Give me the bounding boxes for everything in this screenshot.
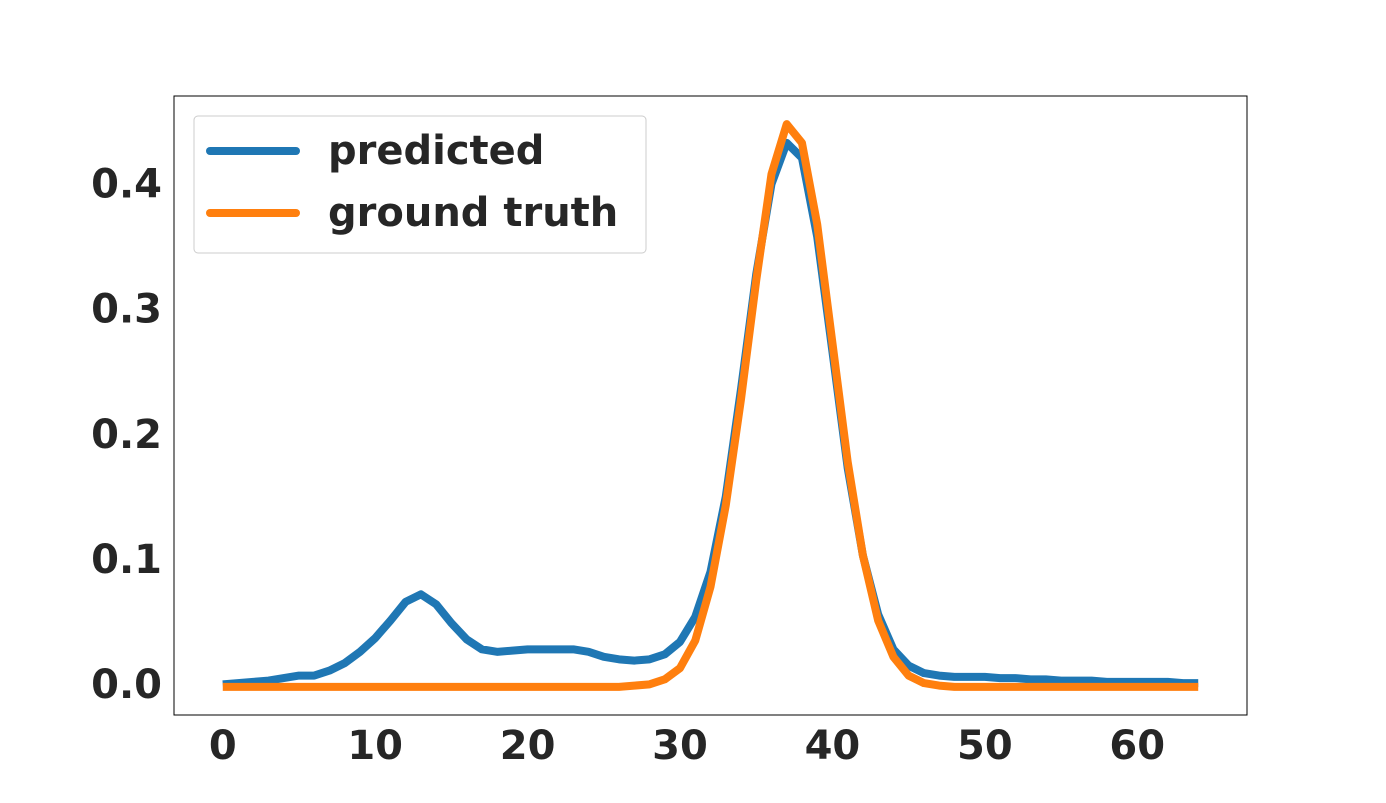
line-series [222, 120, 1199, 691]
x-tick-label: 30 [652, 723, 708, 769]
y-tick-label: 0.1 [91, 537, 162, 583]
x-tick-label: 20 [500, 723, 556, 769]
x-tick-label: 40 [805, 723, 861, 769]
legend-box [193, 115, 647, 254]
y-tick-label: 0.3 [91, 287, 162, 333]
y-tick-label: 0.0 [91, 662, 162, 708]
legend-label: predicted [328, 128, 544, 174]
x-tick-label: 50 [957, 723, 1013, 769]
y-tick-label: 0.2 [91, 412, 162, 458]
x-tick-label: 10 [347, 723, 403, 769]
legend-label: ground truth [328, 190, 618, 236]
x-tick-label: 60 [1109, 723, 1165, 769]
x-tick-label: 0 [209, 723, 237, 769]
y-tick-label: 0.4 [91, 162, 162, 208]
